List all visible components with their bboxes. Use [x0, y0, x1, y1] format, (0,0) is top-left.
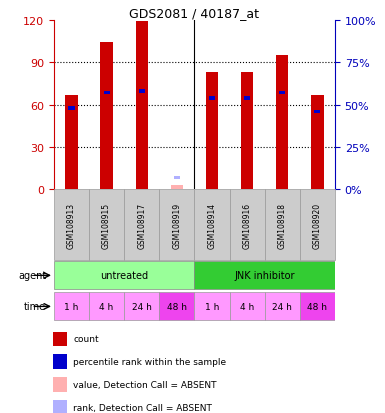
FancyBboxPatch shape: [54, 190, 89, 260]
FancyBboxPatch shape: [124, 293, 159, 320]
Title: GDS2081 / 40187_at: GDS2081 / 40187_at: [129, 7, 259, 19]
FancyBboxPatch shape: [300, 293, 335, 320]
Text: JNK inhibitor: JNK inhibitor: [234, 271, 295, 281]
Bar: [53, 355, 67, 369]
FancyBboxPatch shape: [264, 190, 300, 260]
Text: value, Detection Call = ABSENT: value, Detection Call = ABSENT: [73, 380, 217, 389]
Bar: [279, 92, 285, 95]
Bar: [311, 95, 323, 190]
FancyBboxPatch shape: [229, 293, 265, 320]
FancyBboxPatch shape: [229, 190, 264, 260]
Text: 48 h: 48 h: [307, 302, 327, 311]
Text: 1 h: 1 h: [64, 302, 79, 311]
Bar: [65, 95, 78, 190]
Text: GSM108920: GSM108920: [313, 202, 322, 248]
Text: GSM108915: GSM108915: [102, 202, 111, 248]
Text: rank, Detection Call = ABSENT: rank, Detection Call = ABSENT: [73, 403, 212, 412]
FancyBboxPatch shape: [194, 293, 229, 320]
Text: GSM108916: GSM108916: [243, 202, 252, 248]
Text: 1 h: 1 h: [205, 302, 219, 311]
Bar: [136, 22, 148, 190]
FancyBboxPatch shape: [300, 190, 335, 260]
Bar: [53, 332, 67, 347]
Text: GSM108917: GSM108917: [137, 202, 146, 248]
Bar: [314, 110, 320, 114]
Text: GSM108918: GSM108918: [278, 202, 287, 248]
Bar: [53, 400, 67, 413]
Text: GSM108919: GSM108919: [172, 202, 181, 248]
FancyBboxPatch shape: [159, 293, 194, 320]
FancyBboxPatch shape: [194, 262, 335, 290]
FancyBboxPatch shape: [265, 293, 300, 320]
Bar: [171, 186, 183, 190]
Text: agent: agent: [18, 271, 46, 281]
FancyBboxPatch shape: [54, 262, 194, 290]
FancyBboxPatch shape: [194, 190, 229, 260]
Bar: [209, 97, 215, 100]
Text: count: count: [73, 335, 99, 344]
FancyBboxPatch shape: [124, 190, 159, 260]
Text: 4 h: 4 h: [240, 302, 254, 311]
FancyBboxPatch shape: [159, 190, 194, 260]
Bar: [104, 92, 110, 95]
Bar: [53, 377, 67, 392]
Bar: [206, 73, 218, 190]
Text: percentile rank within the sample: percentile rank within the sample: [73, 357, 226, 366]
Bar: [139, 90, 145, 93]
Bar: [174, 176, 180, 180]
Bar: [69, 107, 75, 110]
Bar: [100, 43, 113, 190]
FancyBboxPatch shape: [89, 293, 124, 320]
Text: 4 h: 4 h: [99, 302, 114, 311]
Text: 24 h: 24 h: [132, 302, 152, 311]
Bar: [244, 97, 250, 100]
Bar: [276, 56, 288, 190]
Text: GSM108913: GSM108913: [67, 202, 76, 248]
Text: time: time: [24, 301, 46, 312]
FancyBboxPatch shape: [54, 293, 89, 320]
Bar: [241, 73, 253, 190]
Text: untreated: untreated: [100, 271, 148, 281]
Text: 24 h: 24 h: [272, 302, 292, 311]
Text: 48 h: 48 h: [167, 302, 187, 311]
FancyBboxPatch shape: [89, 190, 124, 260]
Text: GSM108914: GSM108914: [208, 202, 216, 248]
